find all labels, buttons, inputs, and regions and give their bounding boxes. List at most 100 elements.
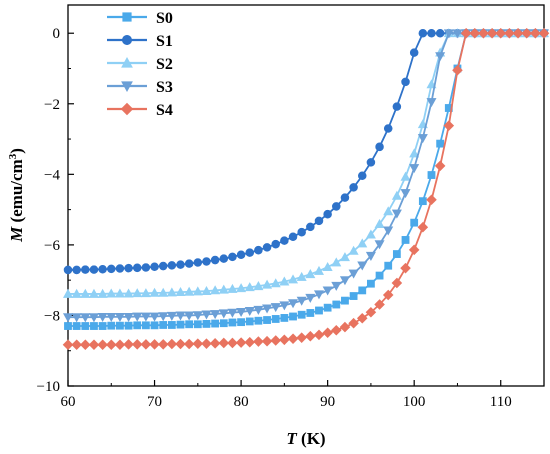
data-point-s3: [106, 312, 117, 322]
data-point-s4: [80, 339, 91, 351]
data-point-s3: [426, 98, 437, 108]
data-point-s4: [149, 339, 160, 350]
data-point-s2: [288, 274, 299, 284]
data-point-s2: [383, 206, 394, 216]
data-point-s4: [504, 27, 515, 39]
data-point-s1: [280, 236, 289, 245]
y-tick-label: −10: [37, 379, 60, 395]
data-point-s0: [150, 321, 159, 330]
data-point-s1: [427, 28, 436, 38]
data-point-s4: [244, 336, 256, 348]
data-point-s3: [97, 312, 108, 322]
data-point-s0: [306, 309, 315, 317]
data-point-s2: [158, 287, 169, 297]
data-point-s2: [322, 261, 333, 272]
data-point-s2: [339, 252, 350, 262]
data-point-s3: [88, 313, 99, 323]
data-point-s3: [305, 293, 316, 303]
data-point-s4: [486, 27, 498, 39]
data-point-s1: [176, 260, 185, 269]
data-point-s2: [71, 288, 82, 298]
data-point-s0: [375, 271, 384, 280]
data-point-s4: [434, 160, 446, 172]
data-point-s0: [81, 322, 90, 330]
data-point-s3: [270, 303, 281, 313]
data-point-s4: [530, 27, 541, 39]
data-point-s1: [323, 209, 332, 219]
data-point-s1: [193, 258, 203, 267]
data-point-s1: [89, 265, 99, 274]
data-point-s1: [375, 142, 384, 152]
data-point-s2: [296, 271, 307, 281]
data-point-s0: [141, 321, 150, 330]
data-point-s0: [202, 320, 211, 328]
data-point-s3: [443, 29, 454, 39]
data-point-s3: [262, 304, 273, 314]
legend-swatch-marker: [121, 34, 133, 46]
legend: S0 S1 S2 S3 S4: [107, 10, 173, 119]
data-point-s2: [184, 286, 195, 296]
data-point-s0: [98, 322, 107, 330]
data-point-s4: [114, 339, 126, 351]
data-point-s2: [62, 288, 74, 298]
data-point-s0: [332, 300, 341, 309]
data-point-s3: [409, 164, 420, 174]
data-point-s0: [263, 316, 271, 324]
data-point-s0: [124, 321, 133, 330]
data-point-s4: [183, 338, 195, 350]
data-point-s4: [62, 339, 74, 351]
data-point-s1: [409, 48, 419, 57]
data-point-s1: [228, 252, 237, 262]
data-point-s4: [391, 277, 403, 289]
data-point-s3: [201, 310, 212, 320]
data-point-s1: [124, 263, 133, 273]
data-point-s4: [88, 339, 100, 351]
data-point-s2: [409, 148, 420, 158]
data-point-s3: [288, 299, 299, 309]
data-point-s3: [149, 312, 160, 322]
data-point-s4: [157, 339, 169, 350]
data-point-s2: [331, 257, 342, 267]
data-point-s4: [365, 306, 377, 318]
data-point-s4: [469, 27, 481, 39]
data-point-s0: [271, 315, 280, 323]
data-point-s3: [400, 189, 411, 199]
data-point-s0: [72, 322, 81, 330]
data-point-s1: [158, 261, 168, 271]
data-point-s2: [114, 288, 125, 298]
x-tick-label: 90: [320, 394, 335, 410]
data-point-s1: [107, 264, 116, 274]
data-point-s1: [332, 202, 341, 211]
y-tick-label: −6: [44, 238, 60, 254]
data-point-s3: [71, 313, 82, 323]
data-point-s0: [315, 306, 323, 315]
data-point-s4: [348, 317, 359, 329]
data-point-s3: [114, 312, 125, 322]
data-point-s3: [236, 308, 247, 318]
data-point-s3: [279, 301, 290, 311]
legend-swatch-marker: [121, 81, 133, 92]
y-tick-label: −4: [44, 167, 60, 183]
data-point-s0: [280, 314, 289, 322]
y-tick-label: 0: [53, 26, 61, 42]
data-point-s2: [244, 282, 255, 292]
data-point-s1: [392, 102, 402, 111]
data-point-s4: [495, 27, 507, 39]
data-point-s1: [254, 245, 263, 255]
data-point-s2: [227, 283, 238, 293]
data-point-s2: [218, 284, 229, 294]
data-point-s1: [297, 227, 306, 237]
data-point-s4: [443, 120, 455, 131]
data-point-s1: [210, 255, 220, 265]
data-point-s4: [201, 338, 212, 349]
data-point-s4: [123, 339, 134, 350]
data-point-s0: [436, 139, 445, 148]
data-point-s1: [262, 243, 272, 252]
data-point-s4: [71, 339, 82, 351]
data-point-s2: [140, 288, 151, 298]
data-point-s4: [166, 338, 178, 350]
data-point-s3: [253, 305, 264, 315]
data-point-s0: [323, 303, 332, 312]
legend-item-s1: S1: [107, 33, 173, 50]
data-point-s0: [133, 321, 142, 330]
